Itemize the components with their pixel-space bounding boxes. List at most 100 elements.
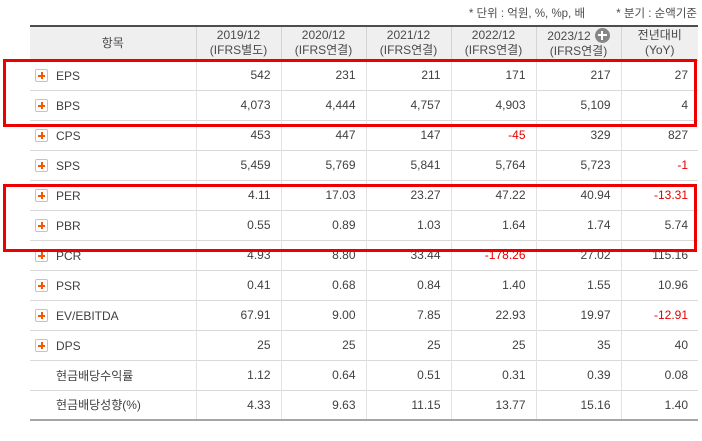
value-cell: 217 bbox=[535, 60, 621, 90]
value-cell: 4 bbox=[620, 89, 698, 120]
value-cell: 329 bbox=[535, 119, 621, 150]
row-label: DPS bbox=[56, 338, 81, 353]
value-cell: 147 bbox=[365, 119, 451, 150]
value-cell: 25 bbox=[365, 329, 451, 360]
row-label: 현금배당성향(%) bbox=[56, 398, 141, 413]
unit-note: * 단위 : 억원, %, %p, 배 bbox=[468, 8, 586, 20]
value-cell: 5,841 bbox=[365, 149, 451, 180]
value-cell: 5,764 bbox=[450, 149, 536, 180]
expand-icon[interactable] bbox=[35, 308, 48, 322]
table-row: PER 4.11 17.03 23.27 47.22 40.94 -13.31 bbox=[30, 179, 698, 210]
value-cell: 15.16 bbox=[535, 389, 621, 420]
table-body: EPS 542 231 211 171 217 27 BPS 4,073 4,444 4,757 4,… bbox=[30, 60, 698, 420]
value-cell: 67.91 bbox=[195, 299, 281, 330]
table-header: 항목 2019/12 (IFRS별도) 2020/12 (IFRS연결) 2021/12(… bbox=[30, 26, 698, 61]
value-cell: 4.33 bbox=[195, 389, 281, 420]
table-row: PBR 0.55 0.89 1.03 1.64 1.74 5.74 bbox=[30, 209, 698, 240]
value-cell: 453 bbox=[195, 119, 281, 150]
value-cell: 7.85 bbox=[365, 299, 451, 330]
table-row: PSR 0.41 0.68 0.84 1.40 1.55 10.96 bbox=[30, 269, 698, 300]
value-cell: -13.31 bbox=[620, 179, 698, 210]
row-label-cell: PCR bbox=[30, 239, 196, 270]
expand-icon[interactable] bbox=[35, 158, 48, 172]
row-label: PCR bbox=[56, 248, 82, 263]
row-label: PBR bbox=[56, 218, 81, 233]
column-header-period: 2021/12 (IFRS연결) bbox=[365, 26, 451, 61]
row-label: PER bbox=[56, 188, 81, 203]
value-cell: 17.03 bbox=[280, 179, 366, 210]
value-cell: 0.68 bbox=[280, 269, 366, 300]
value-cell: 1.40 bbox=[620, 389, 698, 420]
value-cell: 9.63 bbox=[280, 389, 366, 420]
value-cell: 827 bbox=[620, 119, 698, 150]
value-cell: 4,903 bbox=[450, 89, 536, 120]
add-period-icon[interactable] bbox=[594, 27, 610, 43]
value-cell: 231 bbox=[280, 60, 366, 90]
expand-icon[interactable] bbox=[35, 98, 48, 112]
value-cell: 25 bbox=[195, 329, 281, 360]
row-label: BPS bbox=[56, 98, 81, 113]
header-row: 항목 2019/12 (IFRS별도) 2020/12 (IFRS연결) 2021/12(… bbox=[30, 26, 698, 61]
column-header-period: 2019/12 (IFRS별도) bbox=[195, 26, 281, 61]
value-cell: -12.91 bbox=[620, 299, 698, 330]
column-header-period: 2023/12 (IFRS연결) bbox=[535, 26, 621, 61]
value-cell: 4.11 bbox=[195, 179, 281, 210]
table-row: BPS 4,073 4,444 4,757 4,903 5,109 4 bbox=[30, 89, 698, 120]
value-cell: 22.93 bbox=[450, 299, 536, 330]
value-cell: 115.16 bbox=[620, 239, 698, 270]
value-cell: 27 bbox=[620, 60, 698, 90]
value-cell: 1.64 bbox=[450, 209, 536, 240]
value-cell: 8.80 bbox=[280, 239, 366, 270]
expand-icon[interactable] bbox=[35, 188, 48, 202]
basis-note: * 분기 : 순액기준 bbox=[616, 8, 697, 20]
value-cell: 171 bbox=[450, 60, 536, 90]
value-cell: 10.96 bbox=[620, 269, 698, 300]
expand-icon[interactable] bbox=[35, 278, 48, 292]
value-cell: 0.41 bbox=[195, 269, 281, 300]
value-cell: 5,723 bbox=[535, 149, 621, 180]
value-cell: 35 bbox=[535, 329, 621, 360]
value-cell: 19.97 bbox=[535, 299, 621, 330]
row-label-cell: PSR bbox=[30, 269, 196, 300]
value-cell: 542 bbox=[195, 60, 281, 90]
value-cell: 0.31 bbox=[450, 359, 536, 390]
value-cell: 1.03 bbox=[365, 209, 451, 240]
value-cell: 1.55 bbox=[535, 269, 621, 300]
row-label: 현금배당수익률 bbox=[56, 368, 134, 383]
value-cell: 0.64 bbox=[280, 359, 366, 390]
expand-icon[interactable] bbox=[35, 128, 48, 142]
row-label-cell: CPS bbox=[30, 119, 196, 150]
expand-icon[interactable] bbox=[35, 248, 48, 262]
icon-spacer bbox=[35, 398, 48, 411]
value-cell: 0.08 bbox=[620, 359, 698, 390]
value-cell: 4,444 bbox=[280, 89, 366, 120]
value-cell: 13.77 bbox=[450, 389, 536, 420]
table-row: DPS 25 25 25 25 35 40 bbox=[30, 329, 698, 360]
value-cell: 47.22 bbox=[450, 179, 536, 210]
value-cell: 4,073 bbox=[195, 89, 281, 120]
row-label-cell: 현금배당수익률 bbox=[30, 359, 196, 390]
value-cell: 4.93 bbox=[195, 239, 281, 270]
row-label-cell: EV/EBITDA bbox=[30, 299, 196, 330]
value-cell: 5,769 bbox=[280, 149, 366, 180]
value-cell: 25 bbox=[280, 329, 366, 360]
value-cell: 0.84 bbox=[365, 269, 451, 300]
expand-icon[interactable] bbox=[35, 338, 48, 352]
row-label-cell: SPS bbox=[30, 149, 196, 180]
financial-ratio-table: 항목 2019/12 (IFRS별도) 2020/12 (IFRS연결) 2021/12(… bbox=[30, 25, 698, 421]
value-cell: 40.94 bbox=[535, 179, 621, 210]
expand-icon[interactable] bbox=[35, 68, 48, 82]
table-row: EV/EBITDA 67.91 9.00 7.85 22.93 19.97 -12.91 bbox=[30, 299, 698, 330]
value-cell: 1.12 bbox=[195, 359, 281, 390]
value-cell: 27.02 bbox=[535, 239, 621, 270]
expand-icon[interactable] bbox=[35, 218, 48, 232]
row-label: CPS bbox=[56, 128, 81, 143]
row-label: SPS bbox=[56, 158, 81, 173]
column-header-item: 항목 bbox=[30, 26, 196, 61]
value-cell: -1 bbox=[620, 149, 698, 180]
value-cell: 11.15 bbox=[365, 389, 451, 420]
value-cell: 0.39 bbox=[535, 359, 621, 390]
value-cell: 23.27 bbox=[365, 179, 451, 210]
table-row: EPS 542 231 211 171 217 27 bbox=[30, 60, 698, 90]
value-cell: 211 bbox=[365, 60, 451, 90]
